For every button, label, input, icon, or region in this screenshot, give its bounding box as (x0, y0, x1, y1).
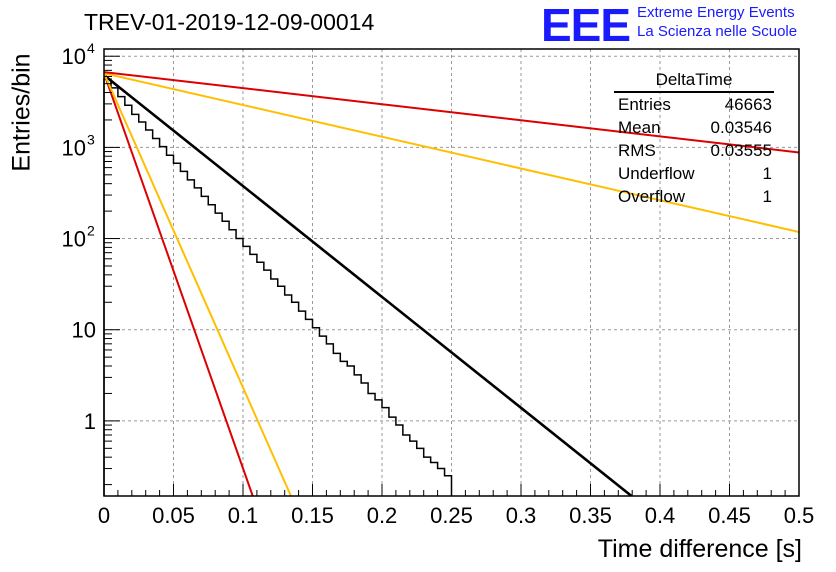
y-tick-label: 10 (62, 135, 86, 160)
x-axis-ticks: 0 0.05 0.1 0.15 0.2 0.25 0.3 0.35 0.4 0.45 0.5 (98, 484, 814, 528)
stats-row: RMS 0.03555 (614, 139, 782, 162)
y-tick-exponent: 3 (87, 131, 95, 147)
fit-line (104, 71, 799, 154)
x-tick-label: 0 (98, 503, 110, 528)
x-tick-label: 0.05 (152, 503, 195, 528)
stats-value: 0.03546 (710, 118, 772, 137)
x-tick-label: 0.15 (291, 503, 334, 528)
stats-row: Entries 46663 (614, 93, 782, 116)
fit-lines (104, 71, 799, 496)
y-tick-exponent: 4 (87, 40, 95, 56)
stats-row: Overflow 1 (614, 185, 782, 208)
stats-value: 1 (762, 164, 772, 183)
stats-value: 46663 (724, 95, 772, 114)
fit-line (104, 74, 633, 496)
stats-title: DeltaTime (614, 70, 774, 93)
y-tick-label: 10 (62, 44, 86, 69)
y-tick-label: 10 (72, 318, 96, 343)
stats-label: Overflow (618, 187, 686, 206)
fit-line (104, 72, 254, 496)
y-tick-label: 1 (84, 409, 96, 434)
x-tick-label: 0.3 (506, 503, 537, 528)
x-axis-label: Time difference [s] (597, 535, 802, 563)
stats-label: Underflow (618, 164, 695, 183)
x-tick-label: 0.45 (708, 503, 751, 528)
fit-line (104, 72, 799, 233)
y-tick-exponent: 2 (87, 223, 95, 239)
x-tick-label: 0.2 (367, 503, 398, 528)
chart-title: TREV-01-2019-12-09-00014 (84, 9, 375, 35)
logo-line-2: La Scienza nelle Scuole (637, 23, 798, 40)
x-tick-label: 0.25 (430, 503, 473, 528)
stats-row: Underflow 1 (614, 162, 782, 185)
eee-logo: EEE (541, 0, 631, 51)
histogram (103, 78, 453, 496)
stats-value: 1 (762, 187, 772, 206)
x-tick-label: 0.4 (645, 503, 676, 528)
stats-value: 0.03555 (710, 141, 772, 160)
logo-line-1: Extreme Energy Events (637, 4, 795, 21)
stats-label: Mean (618, 118, 661, 137)
x-tick-label: 0.5 (784, 503, 815, 528)
y-tick-label: 10 (62, 227, 86, 252)
x-tick-label: 0.35 (569, 503, 612, 528)
stats-row: Mean 0.03546 (614, 116, 782, 139)
grid-lines (104, 49, 799, 496)
stats-label: RMS (618, 141, 656, 160)
x-tick-label: 0.1 (228, 503, 259, 528)
fit-line (104, 72, 292, 496)
stats-box: DeltaTime Entries 46663 Mean 0.03546 RMS 0.… (614, 70, 782, 208)
histogram-outline (103, 78, 453, 496)
stats-label: Entries (618, 95, 671, 114)
y-axis-label: Entries/bin (7, 53, 36, 172)
logo-text: Extreme Energy Events La Scienza nelle S… (637, 3, 797, 41)
